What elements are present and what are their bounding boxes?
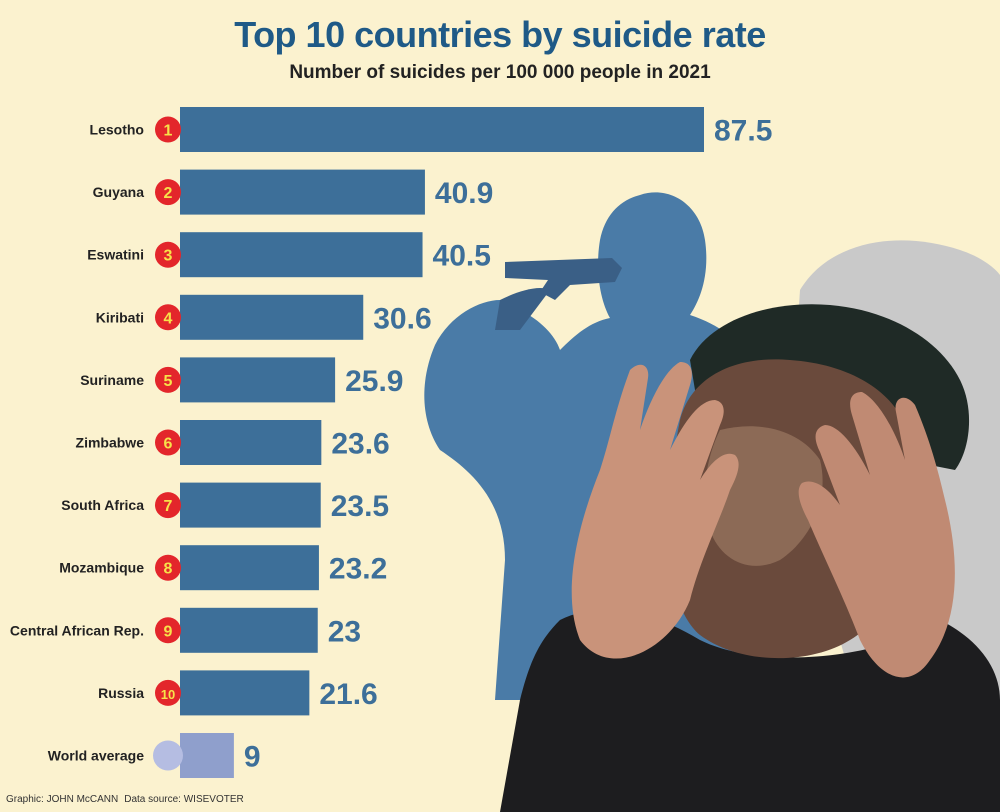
rank-badge-9 (155, 679, 181, 706)
illustration (424, 192, 1000, 812)
bar-10 (180, 733, 234, 778)
rank-badge-0 (155, 116, 181, 143)
bar-1 (180, 169, 425, 215)
bar-5 (180, 420, 322, 465)
category-label-10: World average (48, 748, 144, 764)
value-label-6: 23.5 (331, 490, 389, 523)
value-label-1: 40.9 (435, 177, 493, 210)
value-label-7: 23.2 (329, 553, 387, 586)
rank-number-4: 5 (164, 373, 173, 390)
value-label-8: 23 (328, 615, 361, 648)
rank-number-5: 6 (164, 436, 173, 453)
category-label-9: Russia (98, 685, 144, 701)
category-label-4: Suriname (80, 372, 144, 388)
rank-number-9: 10 (161, 687, 175, 702)
rank-badge-6 (155, 492, 181, 519)
bar-6 (180, 482, 321, 528)
left-hand (571, 362, 739, 659)
rank-badge-4 (155, 366, 181, 393)
bar-4 (180, 357, 336, 403)
world-average-dot (153, 740, 183, 771)
category-label-3: Kiribati (96, 309, 144, 325)
rank-number-8: 9 (164, 623, 173, 640)
chart-subtitle: Number of suicides per 100 000 people in… (289, 62, 711, 83)
rank-number-6: 7 (164, 498, 173, 515)
bar-3 (180, 294, 364, 340)
value-label-3: 30.6 (373, 302, 431, 335)
category-label-8: Central African Rep. (10, 622, 144, 638)
bar-9 (180, 670, 310, 716)
value-label-5: 23.6 (331, 428, 389, 461)
category-label-1: Guyana (93, 184, 145, 200)
rank-number-7: 8 (164, 561, 173, 578)
silhouette-arm (495, 288, 550, 330)
gun-icon (505, 258, 622, 300)
rank-badge-2 (155, 241, 181, 268)
category-label-6: South Africa (61, 497, 144, 513)
rank-badge-7 (155, 554, 181, 581)
rank-badge-1 (155, 179, 181, 206)
category-label-2: Eswatini (87, 247, 144, 263)
category-label-7: Mozambique (59, 560, 144, 576)
rank-number-3: 4 (164, 310, 173, 327)
bars-layer: 1 Lesotho 87.5 2 Guyana 40.9 3 Eswatini 40.5 4 Kir… (10, 107, 772, 778)
value-label-9: 21.6 (319, 678, 377, 711)
rank-badge-3 (155, 304, 181, 331)
value-label-4: 25.9 (345, 365, 403, 398)
rank-badge-8 (155, 617, 181, 644)
bar-7 (180, 545, 319, 591)
bar-2 (180, 232, 423, 278)
right-hand (798, 392, 955, 678)
credit-line: Graphic: JOHN McCANN Data source: WISEVOT… (6, 794, 250, 805)
bar-0 (180, 107, 704, 152)
rank-badge-5 (155, 429, 181, 456)
rank-number-1: 2 (164, 185, 173, 202)
graphic-credit: Graphic: JOHN McCANN (6, 794, 119, 805)
category-label-0: Lesotho (90, 122, 144, 138)
value-label-0: 87.5 (714, 115, 772, 148)
rank-number-2: 3 (164, 248, 173, 265)
rank-number-0: 1 (164, 123, 173, 140)
chart-title: Top 10 countries by suicide rate (234, 14, 766, 55)
value-label-10: 9 (244, 741, 261, 774)
source-credit: Data source: WISEVOTER (124, 794, 244, 805)
bar-8 (180, 607, 318, 653)
category-label-5: Zimbabwe (76, 435, 145, 451)
value-label-2: 40.5 (433, 240, 491, 273)
